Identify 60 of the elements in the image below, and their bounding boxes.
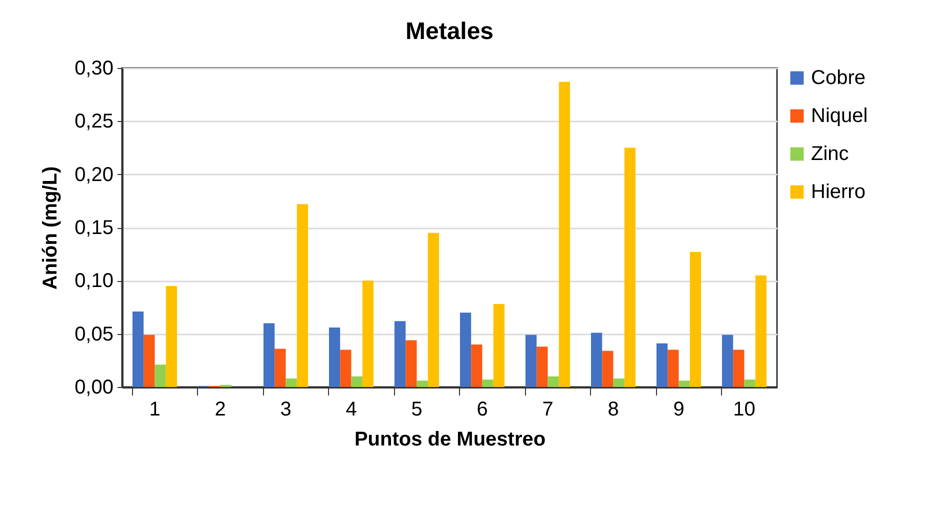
y-tick-label: 0,20 — [74, 164, 114, 186]
bar — [536, 346, 548, 387]
legend-label: Cobre — [811, 67, 866, 89]
bar — [428, 232, 440, 387]
bar — [362, 280, 374, 387]
bar — [351, 376, 362, 387]
bar — [274, 348, 286, 387]
x-tick-label: 3 — [280, 398, 292, 420]
x-tick-label: 7 — [542, 398, 554, 420]
y-tick-label: 0,05 — [74, 323, 114, 346]
y-tick-label: 0,00 — [74, 376, 114, 398]
x-tick-label: 1 — [149, 398, 160, 420]
bar — [722, 334, 734, 387]
bar — [744, 380, 756, 387]
bar — [328, 327, 340, 387]
legend-label: Zinc — [811, 143, 849, 165]
x-tick-label: 2 — [214, 398, 226, 420]
bar — [296, 204, 308, 387]
chart-title: Metales — [405, 18, 494, 45]
bar — [548, 376, 559, 387]
bar — [733, 350, 744, 387]
bar — [132, 312, 144, 387]
x-tick-label: 10 — [733, 398, 756, 420]
bar — [590, 332, 602, 387]
bar — [613, 378, 624, 387]
bar — [144, 334, 155, 387]
y-axis-title: Anión (mg/L) — [40, 166, 62, 290]
legend-label: Niquel — [811, 105, 868, 127]
bar — [668, 350, 679, 387]
x-tick-label: 4 — [346, 398, 357, 420]
x-axis-title: Puntos de Muestreo — [354, 428, 546, 450]
bar — [460, 312, 472, 387]
bar — [624, 148, 636, 387]
x-tick-label: 8 — [608, 398, 619, 420]
bar — [416, 380, 428, 387]
y-tick-label: 0,10 — [74, 270, 114, 292]
bar — [166, 286, 178, 387]
bar — [755, 275, 767, 387]
y-tick-label: 0,15 — [74, 217, 114, 239]
bar — [406, 340, 417, 387]
x-tick-label: 6 — [476, 398, 488, 420]
bar — [493, 304, 505, 387]
bar — [558, 82, 570, 387]
bar — [394, 321, 406, 387]
x-tick-label: 5 — [411, 398, 422, 420]
y-tick-label: 0,25 — [74, 110, 114, 133]
bar — [602, 350, 614, 387]
bar — [471, 344, 482, 387]
bar — [286, 378, 297, 387]
bar — [690, 252, 702, 387]
x-tick-label: 9 — [673, 398, 684, 420]
y-tick-label: 0,30 — [74, 58, 114, 80]
bar — [525, 334, 537, 387]
bar — [678, 380, 690, 387]
bar — [482, 380, 494, 387]
bar — [263, 323, 275, 387]
legend-label: Hierro — [811, 181, 866, 203]
bar — [154, 364, 166, 387]
bar — [656, 343, 668, 387]
bar — [340, 350, 352, 387]
